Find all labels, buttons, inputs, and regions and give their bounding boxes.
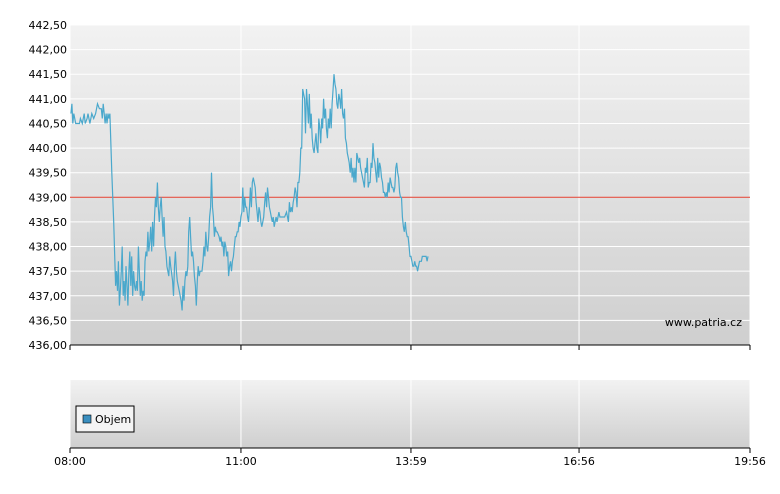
x-tick-label: 11:00 bbox=[225, 455, 257, 468]
legend-swatch-icon bbox=[82, 414, 92, 424]
volume-legend: Objem bbox=[75, 405, 135, 433]
y-tick-label: 437,00 bbox=[29, 290, 68, 303]
y-tick-label: 438,00 bbox=[29, 241, 68, 254]
y-tick-label: 441,00 bbox=[29, 93, 68, 106]
y-tick-label: 440,00 bbox=[29, 142, 68, 155]
y-axis-ticks: 442,50 442,00 441,50 441,00 440,50 440,00 439,… bbox=[29, 19, 68, 352]
x-tick-label: 13:59 bbox=[395, 455, 427, 468]
y-tick-label: 438,50 bbox=[29, 216, 68, 229]
y-tick-label: 436,50 bbox=[29, 314, 68, 327]
x-tick-label: 19:56 bbox=[734, 455, 766, 468]
legend-label: Objem bbox=[95, 413, 131, 426]
y-tick-label: 436,00 bbox=[29, 339, 68, 352]
y-tick-label: 439,50 bbox=[29, 167, 68, 180]
volume-plot-area bbox=[70, 380, 750, 448]
x-tick-label: 08:00 bbox=[54, 455, 86, 468]
y-tick-label: 437,50 bbox=[29, 265, 68, 278]
watermark-text: www.patria.cz bbox=[665, 316, 742, 329]
y-tick-label: 440,50 bbox=[29, 117, 68, 130]
y-tick-label: 439,00 bbox=[29, 191, 68, 204]
y-tick-label: 442,00 bbox=[29, 44, 68, 57]
y-tick-label: 442,50 bbox=[29, 19, 68, 32]
x-axis-ticks: 08:00 11:00 13:59 16:56 19:56 bbox=[54, 344, 766, 468]
price-plot-area bbox=[70, 25, 750, 345]
price-series-line bbox=[70, 74, 429, 311]
x-tick-label: 16:56 bbox=[563, 455, 595, 468]
y-tick-label: 441,50 bbox=[29, 68, 68, 81]
